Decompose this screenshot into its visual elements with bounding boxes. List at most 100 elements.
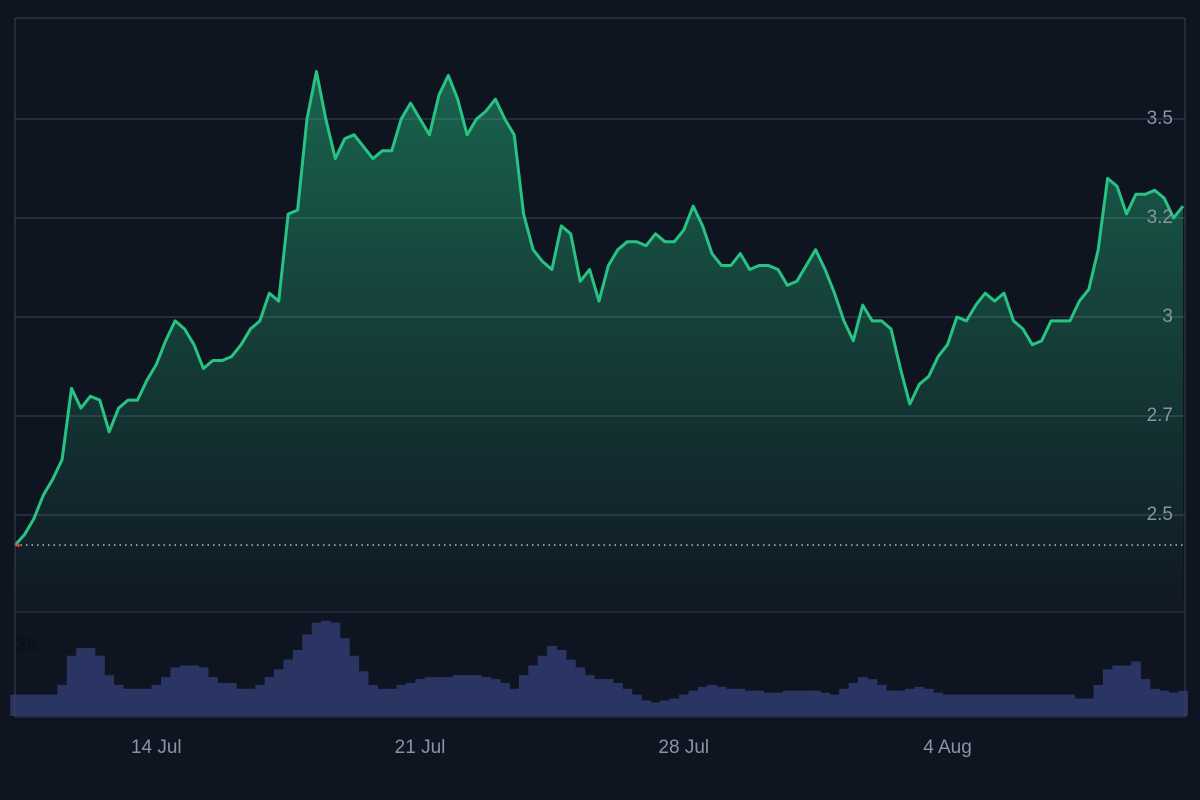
volume-bar xyxy=(829,694,840,716)
volume-bar xyxy=(85,647,96,716)
volume-bar xyxy=(613,682,623,716)
volume-bar xyxy=(217,682,228,716)
volume-bar xyxy=(556,649,567,716)
volume-bar xyxy=(942,694,953,716)
volume-bar xyxy=(820,692,831,716)
volume-bar xyxy=(377,688,388,716)
volume-bar xyxy=(1140,679,1151,716)
volume-bar xyxy=(123,688,134,716)
volume-bar xyxy=(980,694,991,716)
volume-bar xyxy=(1074,698,1085,716)
volume-bar xyxy=(547,646,557,716)
x-tick-label: 21 Jul xyxy=(395,737,446,758)
volume-bar xyxy=(151,684,162,716)
y-tick-label: 2.7 xyxy=(1147,405,1173,426)
volume-layer xyxy=(10,620,1189,716)
x-tick-label: 14 Jul xyxy=(131,737,182,758)
volume-bar xyxy=(57,684,68,716)
volume-bar xyxy=(500,682,510,716)
volume-bar xyxy=(189,665,199,716)
volume-bar xyxy=(1112,665,1123,716)
volume-bar xyxy=(745,690,755,716)
volume-bar xyxy=(1084,698,1094,716)
volume-bar xyxy=(594,679,605,716)
volume-bar xyxy=(971,694,981,716)
volume-bar xyxy=(311,622,322,716)
volume-bar xyxy=(1168,692,1179,716)
volume-bar xyxy=(226,682,237,716)
volume-bar xyxy=(603,679,614,716)
volume-bar xyxy=(330,622,341,716)
volume-bar xyxy=(1065,694,1075,716)
volume-bar xyxy=(650,702,661,716)
volume-bar xyxy=(528,665,539,716)
volume-bar xyxy=(29,694,39,716)
volume-bar xyxy=(584,675,595,716)
start-dot xyxy=(16,543,20,547)
volume-bar xyxy=(679,694,689,716)
volume-bar xyxy=(1027,694,1038,716)
volume-bar xyxy=(302,634,313,716)
volume-bar xyxy=(858,677,868,716)
volume-bar xyxy=(782,690,793,716)
volume-bar xyxy=(66,655,77,716)
x-tick-label: 28 Jul xyxy=(658,737,709,758)
volume-bar xyxy=(952,694,962,716)
volume-bar xyxy=(453,675,463,716)
volume-bar xyxy=(763,692,774,716)
volume-bar xyxy=(509,688,520,716)
volume-bar xyxy=(19,694,30,716)
volume-bar xyxy=(434,677,444,716)
volume-bar xyxy=(264,677,275,716)
volume-bar xyxy=(170,667,181,716)
volume-bar xyxy=(641,700,652,716)
volume-bar xyxy=(1008,694,1019,716)
volume-bar xyxy=(876,684,887,716)
volume-bar xyxy=(518,675,529,716)
volume-bar xyxy=(726,688,736,716)
volume-bar xyxy=(462,675,473,716)
volume-bar xyxy=(631,694,642,716)
volume-bar xyxy=(848,682,859,716)
volume-bar xyxy=(132,688,143,716)
volume-bar xyxy=(274,669,284,716)
x-tick-label: 4 Aug xyxy=(923,737,972,758)
price-line xyxy=(13,70,1185,547)
volume-bar xyxy=(707,684,718,716)
volume-bar xyxy=(622,688,633,716)
frame xyxy=(14,17,1186,718)
volume-bar xyxy=(688,690,699,716)
volume-bar xyxy=(471,675,482,716)
volume-bar xyxy=(735,688,746,716)
area-fill xyxy=(15,71,1183,612)
volume-bar xyxy=(47,694,58,716)
y-tick-label: 3.2 xyxy=(1147,207,1173,228)
volume-bar xyxy=(1131,661,1141,716)
volume-bar xyxy=(292,649,303,716)
volume-bar xyxy=(1046,694,1057,716)
volume-bar xyxy=(999,694,1010,716)
volume-bar xyxy=(923,688,934,716)
volume-bar xyxy=(95,655,105,716)
volume-bar xyxy=(415,679,426,716)
y-tick-label: 3 xyxy=(1162,306,1173,327)
volume-bar xyxy=(387,688,397,716)
volume-bar xyxy=(104,675,115,716)
volume-bar xyxy=(669,698,680,716)
volume-bar xyxy=(76,647,86,716)
volume-bar xyxy=(895,690,906,716)
volume-bar xyxy=(424,677,435,716)
volume-bar xyxy=(716,686,727,716)
volume-bar xyxy=(697,686,708,716)
volume-bar xyxy=(236,688,247,716)
volume-bar xyxy=(839,688,849,716)
volume-bar xyxy=(886,690,897,716)
volume-bar xyxy=(481,677,491,716)
volume-bar xyxy=(1037,694,1047,716)
volume-bar xyxy=(660,700,670,716)
volume-bar xyxy=(358,671,369,716)
volume-bar xyxy=(1159,690,1170,716)
volume-bar xyxy=(283,659,294,716)
